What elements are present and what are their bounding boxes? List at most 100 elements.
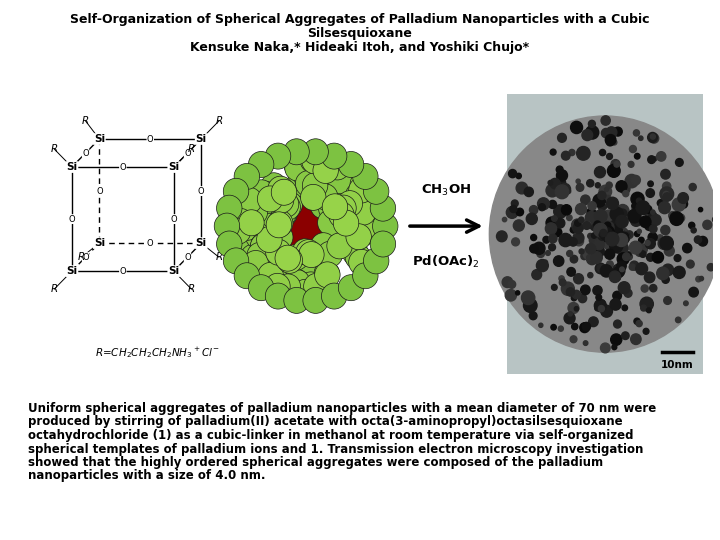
Circle shape <box>613 267 624 278</box>
Circle shape <box>577 146 590 160</box>
Circle shape <box>698 237 708 246</box>
Text: O: O <box>68 214 75 224</box>
Circle shape <box>598 191 606 199</box>
Circle shape <box>545 223 557 234</box>
Text: O: O <box>120 267 126 275</box>
Circle shape <box>284 269 310 296</box>
Circle shape <box>569 238 577 246</box>
Text: O: O <box>147 134 153 144</box>
Circle shape <box>591 245 604 258</box>
Circle shape <box>618 282 630 294</box>
Circle shape <box>598 204 606 211</box>
Circle shape <box>616 215 628 228</box>
Circle shape <box>530 244 539 253</box>
Circle shape <box>311 233 336 259</box>
Circle shape <box>581 253 588 260</box>
Circle shape <box>555 218 564 228</box>
Circle shape <box>606 232 618 246</box>
Circle shape <box>223 248 249 274</box>
Circle shape <box>580 285 590 295</box>
Text: R: R <box>82 116 89 126</box>
Circle shape <box>600 235 606 242</box>
Circle shape <box>225 218 251 244</box>
Circle shape <box>284 287 310 313</box>
Circle shape <box>696 276 701 282</box>
Circle shape <box>677 214 685 222</box>
Circle shape <box>262 201 288 227</box>
Circle shape <box>571 295 577 301</box>
Circle shape <box>675 317 681 323</box>
Circle shape <box>490 116 720 352</box>
Circle shape <box>551 325 557 330</box>
Circle shape <box>623 233 630 240</box>
Text: Si: Si <box>168 266 179 276</box>
Text: O: O <box>96 187 103 195</box>
Circle shape <box>616 205 629 217</box>
Circle shape <box>536 260 549 272</box>
Circle shape <box>657 235 663 241</box>
Circle shape <box>554 228 562 237</box>
Circle shape <box>600 150 606 156</box>
Circle shape <box>683 244 692 253</box>
Circle shape <box>631 192 644 206</box>
Circle shape <box>649 225 657 233</box>
Circle shape <box>598 234 606 242</box>
Circle shape <box>524 187 534 197</box>
Circle shape <box>618 228 628 238</box>
Circle shape <box>675 159 683 166</box>
Text: O: O <box>184 253 191 261</box>
Circle shape <box>620 267 624 272</box>
Circle shape <box>657 200 664 206</box>
Circle shape <box>595 300 606 312</box>
Circle shape <box>642 285 648 292</box>
Circle shape <box>562 205 572 215</box>
Circle shape <box>648 181 653 187</box>
Circle shape <box>595 210 607 222</box>
Circle shape <box>616 232 629 245</box>
Circle shape <box>601 116 611 125</box>
Circle shape <box>237 187 262 213</box>
Circle shape <box>611 225 622 237</box>
Circle shape <box>665 246 674 256</box>
Circle shape <box>590 252 603 264</box>
Circle shape <box>626 252 631 256</box>
Circle shape <box>639 136 643 140</box>
Text: O: O <box>82 253 89 261</box>
Circle shape <box>634 318 640 325</box>
Circle shape <box>346 183 371 208</box>
Text: nanoparticles with a size of 4.0 nm.: nanoparticles with a size of 4.0 nm. <box>28 469 266 483</box>
Circle shape <box>256 220 282 246</box>
Circle shape <box>624 252 630 258</box>
Circle shape <box>348 177 374 203</box>
Circle shape <box>661 226 670 235</box>
Circle shape <box>299 241 324 268</box>
Circle shape <box>284 269 309 295</box>
Circle shape <box>569 150 575 156</box>
Circle shape <box>572 219 583 231</box>
Circle shape <box>370 231 396 257</box>
Circle shape <box>631 215 642 226</box>
Circle shape <box>567 267 575 276</box>
Circle shape <box>302 172 328 199</box>
Circle shape <box>323 234 348 260</box>
Circle shape <box>636 320 642 327</box>
Circle shape <box>559 233 572 247</box>
Circle shape <box>298 272 323 298</box>
Circle shape <box>617 261 626 271</box>
Text: R: R <box>188 284 195 294</box>
Circle shape <box>600 151 605 155</box>
Circle shape <box>583 247 595 260</box>
Circle shape <box>552 216 557 221</box>
Circle shape <box>636 244 647 255</box>
Circle shape <box>516 291 520 295</box>
Circle shape <box>265 143 291 169</box>
Circle shape <box>313 158 338 184</box>
Circle shape <box>572 323 578 330</box>
Circle shape <box>313 155 339 181</box>
Circle shape <box>609 271 621 282</box>
Circle shape <box>686 260 694 268</box>
Circle shape <box>529 312 537 320</box>
Circle shape <box>611 234 618 241</box>
Bar <box>507 94 703 374</box>
Circle shape <box>558 191 564 198</box>
